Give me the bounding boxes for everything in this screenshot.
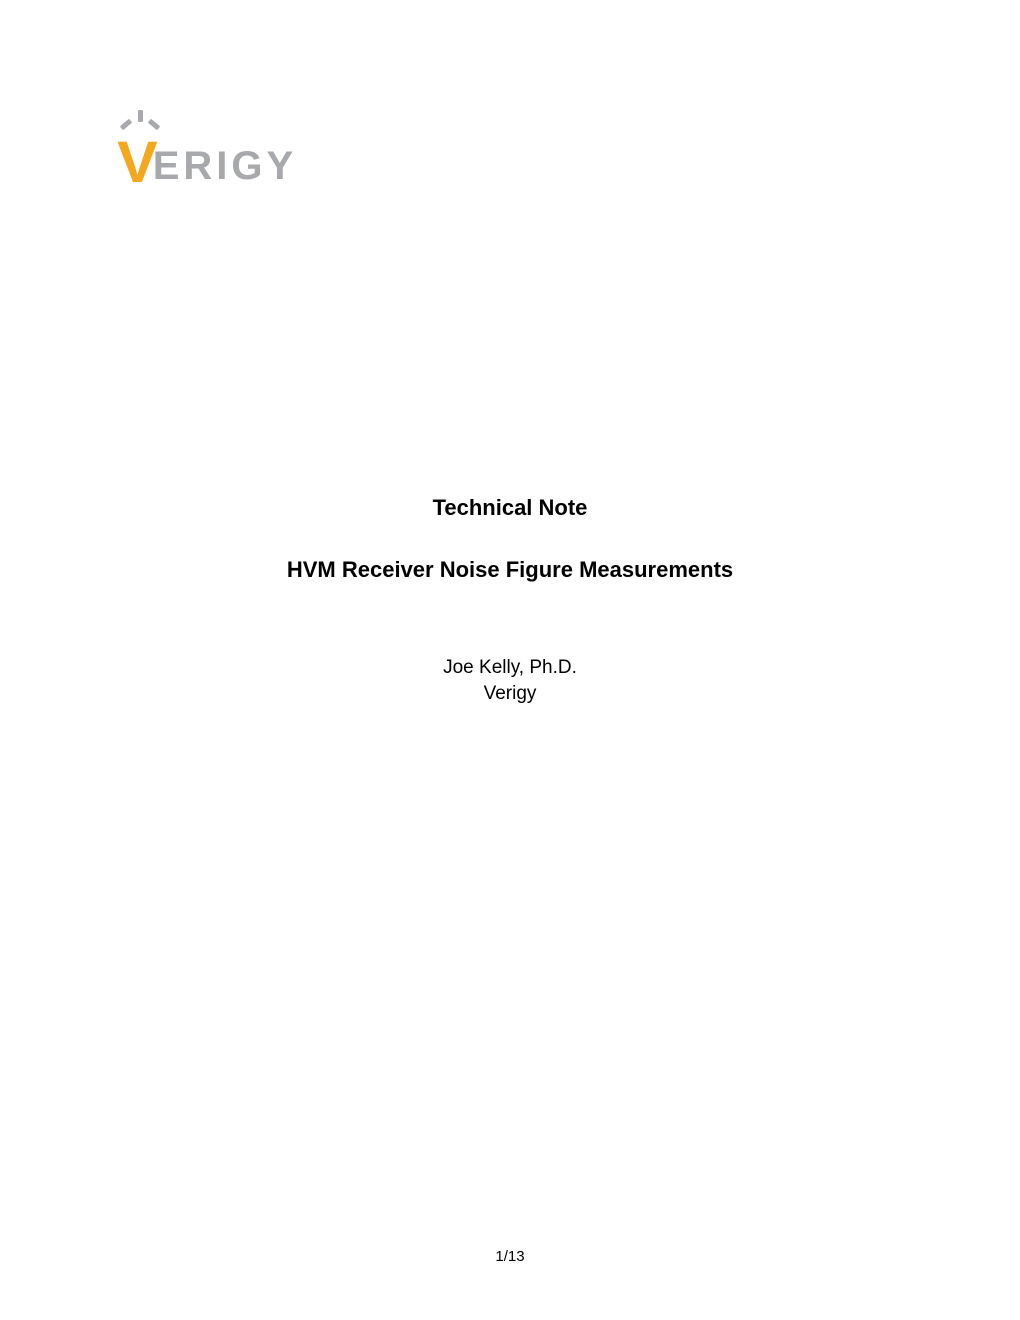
logo-rest-letters: ERIGY [153, 146, 297, 192]
document-page: V ERIGY Technical Note HVM Receiver Nois… [0, 0, 1020, 1320]
logo-wordmark: V ERIGY [118, 134, 297, 192]
document-title: HVM Receiver Noise Figure Measurements [0, 557, 1020, 583]
logo-first-letter: V [117, 134, 156, 192]
title-block: Technical Note HVM Receiver Noise Figure… [0, 495, 1020, 706]
author-organization: Verigy [0, 681, 1020, 707]
company-logo: V ERIGY [118, 110, 297, 192]
document-label: Technical Note [0, 495, 1020, 521]
page-number: 1/13 [495, 1248, 524, 1265]
author-name: Joe Kelly, Ph.D. [0, 655, 1020, 681]
page-footer: 1/13 [0, 1248, 1020, 1265]
